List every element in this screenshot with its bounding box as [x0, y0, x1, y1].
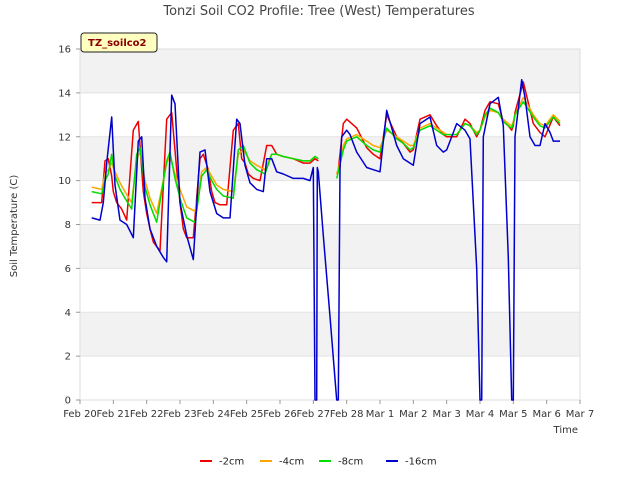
x-tick-label: Feb 25 [230, 409, 264, 420]
legend-label: -16cm [405, 457, 437, 468]
chart-title: Tonzi Soil CO2 Profile: Tree (West) Temp… [162, 4, 475, 19]
x-tick-label: Mar 4 [466, 409, 494, 420]
x-tick-label: Feb 20 [63, 409, 97, 420]
y-axis-label: Soil Temperature (C) [9, 175, 20, 278]
site-badge-box [80, 32, 158, 53]
x-tick-label: Feb 27 [297, 409, 331, 420]
x-axis: Feb 20 Feb 21 Feb 22 Feb 23 Feb 24 Feb 25 Feb … [63, 400, 594, 420]
x-tick-label: Mar 7 [566, 409, 594, 420]
x-axis-label: Time [553, 425, 578, 436]
series-lines [91, 78, 561, 401]
legend-label: -8cm [338, 457, 363, 468]
x-tick-label: Mar 1 [366, 409, 394, 420]
x-tick-label: Mar 2 [399, 409, 427, 420]
x-tick-label: Feb 23 [163, 409, 197, 420]
x-tick-label: Feb 24 [197, 409, 231, 420]
y-tick-label: 8 [65, 220, 71, 231]
grid-bands [80, 48, 580, 401]
x-tick-label: Feb 28 [330, 409, 364, 420]
x-tick-label: Mar 3 [432, 409, 460, 420]
y-tick-label: 6 [65, 264, 71, 275]
grid-band [80, 224, 580, 269]
y-tick-label: 16 [58, 45, 71, 56]
x-tick-label: Mar 5 [499, 409, 527, 420]
series-line-neg16cm [91, 78, 560, 401]
x-tick-label: Feb 26 [263, 409, 297, 420]
site-badge: TZ_soilco2 [80, 32, 158, 53]
site-badge-label: TZ_soilco2 [88, 38, 147, 49]
x-tick-label: Mar 6 [532, 409, 560, 420]
y-tick-label: 4 [65, 308, 71, 319]
y-tick-label: 12 [58, 132, 71, 143]
y-axis: 0 2 4 6 8 10 12 14 16 [58, 45, 80, 407]
legend: -2cm -4cm -8cm -16cm [200, 457, 437, 468]
y-tick-label: 10 [58, 176, 71, 187]
y-tick-label: 14 [58, 88, 71, 99]
y-tick-label: 0 [65, 396, 71, 407]
legend-label: -4cm [279, 457, 304, 468]
legend-label: -2cm [219, 457, 244, 468]
x-tick-label: Feb 21 [97, 409, 131, 420]
x-tick-label: Feb 22 [130, 409, 164, 420]
y-tick-label: 2 [65, 352, 71, 363]
grid-band [80, 49, 580, 93]
